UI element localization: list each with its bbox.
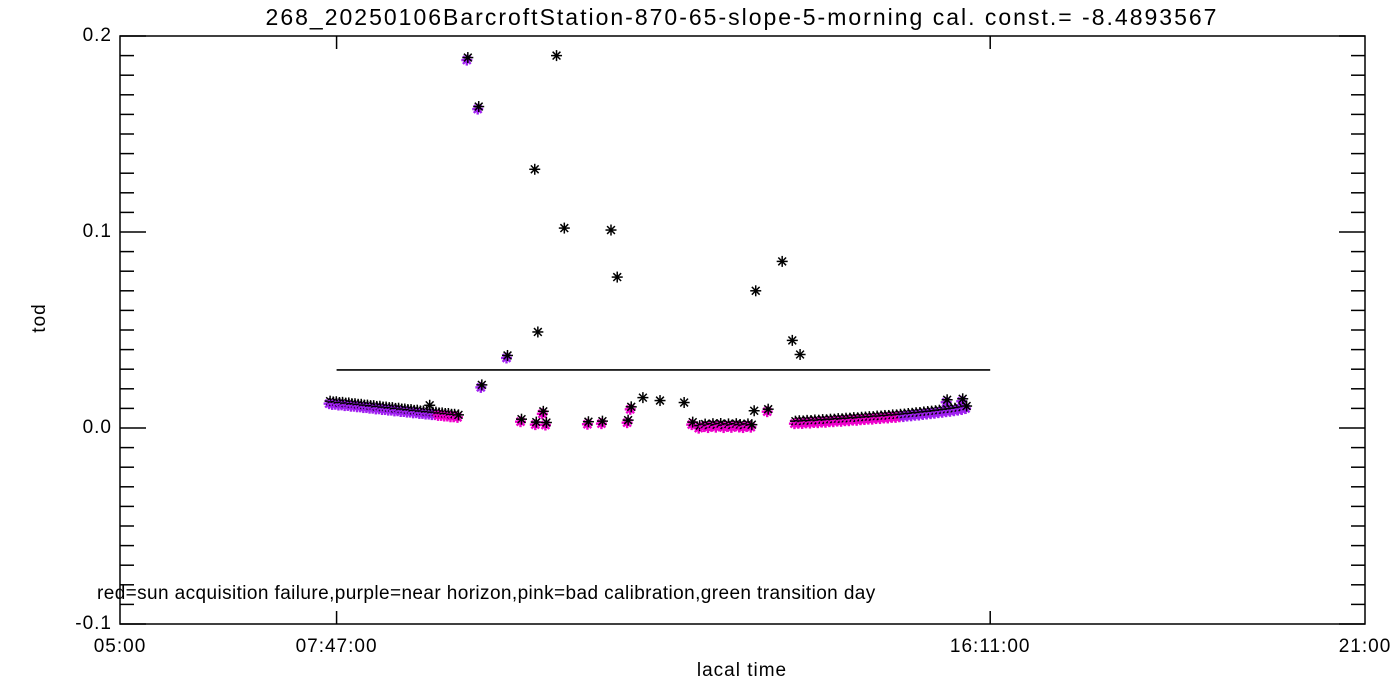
data-point-asterisk xyxy=(750,285,762,297)
axes-box xyxy=(119,35,1366,625)
data-point-asterisk xyxy=(762,403,774,415)
data-point-asterisk xyxy=(530,416,542,428)
x-tick-label: 07:47:00 xyxy=(295,636,378,657)
data-point-asterisk xyxy=(540,417,552,429)
data-point-asterisk xyxy=(516,413,528,425)
data-point-asterisk xyxy=(961,400,973,412)
data-point-asterisk xyxy=(625,401,637,413)
data-point-asterisk xyxy=(462,52,474,64)
x-tick-label: 05:00 xyxy=(93,636,147,657)
data-point-asterisk xyxy=(537,405,549,417)
data-point-asterisk xyxy=(551,50,563,62)
data-point-asterisk xyxy=(596,415,608,427)
data-point-asterisk xyxy=(786,334,798,346)
data-point-asterisk xyxy=(473,101,485,113)
y-tick-label: 0.2 xyxy=(82,25,112,46)
data-point-asterisk xyxy=(637,392,649,404)
data-point-asterisk xyxy=(476,379,488,391)
x-axis-title: lacal time xyxy=(696,660,788,681)
data-points xyxy=(323,50,973,434)
data-point-asterisk xyxy=(776,255,788,267)
y-tick-label: 0.1 xyxy=(82,221,112,242)
data-point-asterisk xyxy=(611,271,623,283)
data-point-asterisk xyxy=(502,349,514,361)
y-tick-label: 0.0 xyxy=(82,417,112,438)
data-point-asterisk xyxy=(622,414,634,426)
data-point-asterisk xyxy=(532,326,544,338)
data-point-asterisk xyxy=(941,394,953,406)
chart-title: 268_20250106BarcroftStation-870-65-slope… xyxy=(265,4,1219,30)
data-point-asterisk xyxy=(605,224,617,236)
data-point-asterisk xyxy=(794,349,806,360)
data-point-asterisk xyxy=(558,222,570,234)
data-point-asterisk xyxy=(529,163,541,175)
data-point-asterisk xyxy=(746,419,758,431)
data-point-asterisk xyxy=(582,416,594,428)
legend-annotation: red=sun acquisition failure,purple=near … xyxy=(97,583,876,604)
x-tick-label: 21:00 xyxy=(1338,636,1392,657)
data-point-asterisk xyxy=(654,395,666,407)
data-point-asterisk xyxy=(452,409,464,421)
y-tick-label: -0.1 xyxy=(75,613,112,634)
data-point-asterisk xyxy=(748,405,760,417)
axis-ticks xyxy=(120,35,1365,625)
y-axis-title: tod xyxy=(29,303,50,333)
data-point-asterisk xyxy=(678,397,690,409)
x-tick-label: 16:11:00 xyxy=(949,636,1031,657)
